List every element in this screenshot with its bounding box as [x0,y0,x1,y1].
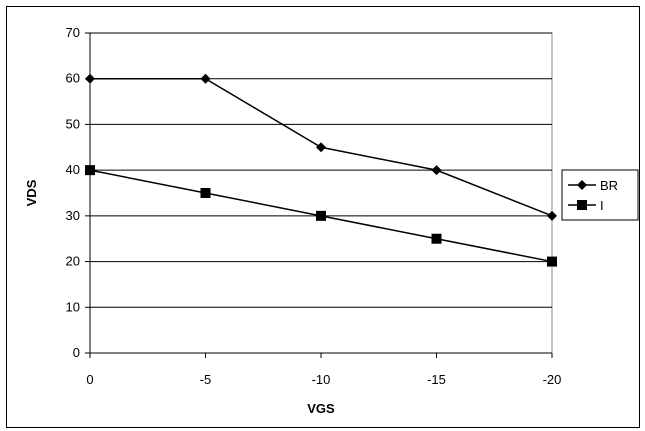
data-point [316,210,326,221]
y-axis-title: VDS [24,179,39,206]
y-tick-label: 50 [66,116,80,131]
plot-area [89,32,553,354]
x-tick-label: -15 [427,372,446,387]
legend-marker [577,200,587,210]
data-point [85,73,95,84]
y-tick-label: 40 [66,162,80,177]
legend-label: BR [600,178,618,193]
data-point [547,256,557,267]
legend: BR I [561,169,639,221]
data-point [431,233,442,244]
x-axis-ticks: 0 -5 -10 -15 -20 [86,353,561,387]
gridlines [89,32,553,354]
x-tick-label: -5 [200,372,212,387]
y-tick-label: 30 [66,208,80,223]
legend-label: I [600,198,604,213]
y-tick-label: 20 [66,254,80,269]
data-point [200,73,211,84]
legend-item-br: BR [568,178,618,193]
legend-marker [577,180,587,190]
series-br [85,73,557,221]
x-tick-label: -20 [543,372,562,387]
legend-box [561,169,639,221]
y-axis-ticks: 0 10 20 30 40 50 60 70 [66,25,90,360]
x-tick-label: -10 [312,372,331,387]
x-tick-label: 0 [86,372,93,387]
data-point [547,210,557,221]
data-point [85,165,95,176]
series-group [85,73,557,267]
y-tick-label: 70 [66,25,80,40]
data-point [200,188,211,198]
y-tick-label: 0 [73,345,80,360]
y-tick-label: 60 [66,71,80,86]
legend-item-i: I [568,198,604,213]
axes [89,33,552,354]
x-axis-title: VGS [307,401,335,416]
data-point [316,142,326,153]
data-point [431,165,442,176]
y-tick-label: 10 [66,299,80,314]
series-i [85,165,557,267]
